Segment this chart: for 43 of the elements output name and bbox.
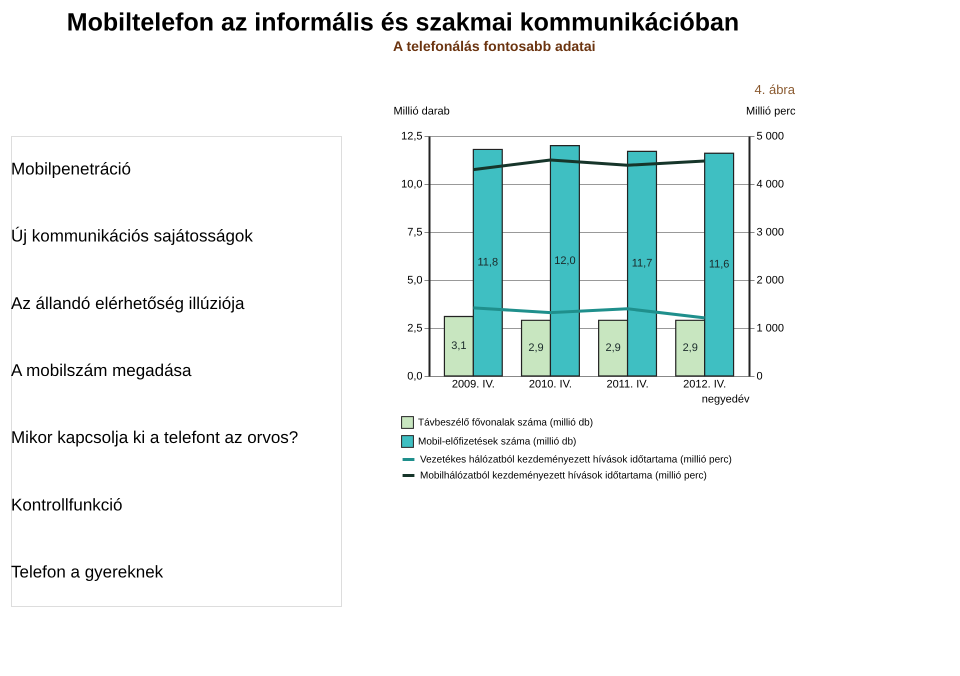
y2-tick-label: 5 000 [756, 130, 784, 142]
data-label: 11,6 [708, 258, 730, 271]
x-tick-label: 2011. IV. [606, 378, 649, 390]
legend-label: Vezetékes hálózatból kezdeményezett hívások időtartama (millió perc) [420, 454, 732, 466]
line-series [472, 306, 706, 320]
x-tick-label: 2012. IV. [683, 378, 726, 390]
y-axis-title: Millió darab [394, 106, 450, 118]
y2-tick-label: 2 000 [756, 274, 784, 286]
x-tick-label: 2009. IV. [452, 378, 495, 390]
data-label: 3,1 [451, 340, 467, 352]
text: Mikor kapcsolja ki a telefont az orvos? [11, 428, 298, 448]
line-series [472, 158, 706, 172]
data-label: 11,7 [632, 258, 652, 270]
text: Telefon a gyereknek [11, 562, 164, 582]
data-label: 2,9 [605, 342, 621, 354]
x-axis-title: negyedév [702, 394, 750, 406]
legend-label: Mobil-előfizetések száma (millió db) [418, 436, 576, 448]
data-label: 12,0 [554, 254, 576, 267]
x-tick-label: 2010. IV. [528, 378, 572, 390]
y-tick-label: 0,0 [407, 370, 422, 382]
y-tick-label: 10,0 [401, 178, 422, 190]
text: Mobilpenetráció [11, 160, 132, 179]
y2-tick-label: 3 000 [756, 226, 784, 238]
y2-tick-label: 1 000 [756, 322, 784, 334]
y-tick-label: 5,0 [407, 274, 422, 286]
chart-subtitle: A telefonálás fontosabb adatai [393, 38, 596, 54]
y2-axis-title: Millió perc [746, 106, 796, 118]
legend-label: Távbeszélő fővonalak száma (millió db) [418, 418, 594, 428]
y-tick-label: 2,5 [407, 322, 422, 334]
text: 4. ábra [754, 82, 796, 97]
data-label: 2,9 [682, 342, 698, 354]
data-label: 2,9 [528, 342, 544, 354]
chart-title: Mobiltelefon az informális és szakmai kommunikációban [66, 8, 740, 36]
y2-tick-label: 4 000 [756, 178, 784, 190]
data-label: 11,8 [478, 256, 498, 269]
legend-label: Mobilhálózatból kezdeményezett hívások időtartama (millió perc) [420, 470, 707, 482]
text: A mobilszám megadása [11, 361, 192, 380]
text: Az állandó elérhetőség illúziója [11, 294, 245, 313]
y-tick-label: 12,5 [401, 130, 422, 142]
y2-tick-label: 0 [756, 370, 763, 382]
text: Új kommunikációs sajátosságok [11, 226, 254, 246]
y-tick-label: 7,5 [407, 226, 422, 238]
text: Kontrollfunkció [11, 495, 123, 514]
